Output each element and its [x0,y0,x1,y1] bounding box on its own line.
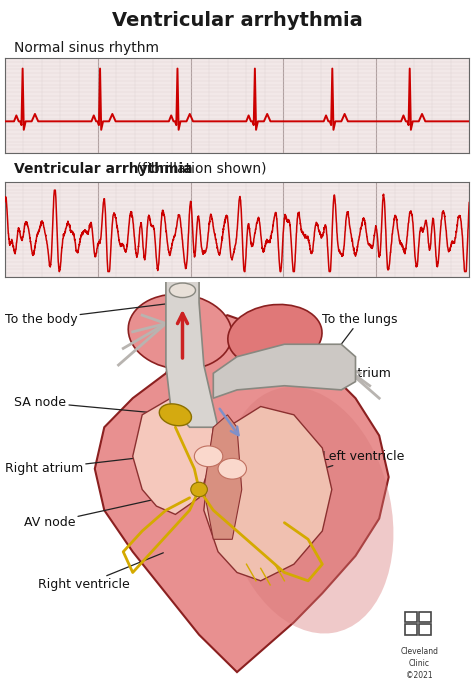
Text: AV node: AV node [24,490,196,529]
Text: To the body: To the body [5,303,173,326]
Text: Right atrium: Right atrium [5,457,149,475]
Ellipse shape [159,404,191,426]
Ellipse shape [218,459,246,479]
Polygon shape [95,315,389,672]
Polygon shape [133,398,213,514]
Ellipse shape [228,305,322,367]
Text: Ventricular arrhythmia: Ventricular arrhythmia [111,10,363,29]
Text: Ventricular arrhythmia: Ventricular arrhythmia [14,162,193,176]
Text: Normal sinus rhythm: Normal sinus rhythm [14,41,159,55]
Ellipse shape [128,294,232,369]
Polygon shape [166,274,218,427]
Ellipse shape [223,387,393,634]
Text: (fibrillation shown): (fibrillation shown) [132,162,266,176]
Polygon shape [204,406,332,581]
Polygon shape [213,344,356,398]
Text: Left ventricle: Left ventricle [322,450,405,468]
Text: Left atrium: Left atrium [311,367,391,385]
Text: Cleveland
Clinic
©2021: Cleveland Clinic ©2021 [401,648,438,680]
Text: Right ventricle: Right ventricle [38,553,164,592]
Text: SA node: SA node [14,396,173,415]
Polygon shape [204,415,242,539]
Ellipse shape [194,446,223,467]
Text: To the lungs: To the lungs [322,313,398,355]
Ellipse shape [191,482,208,497]
Ellipse shape [170,283,196,298]
